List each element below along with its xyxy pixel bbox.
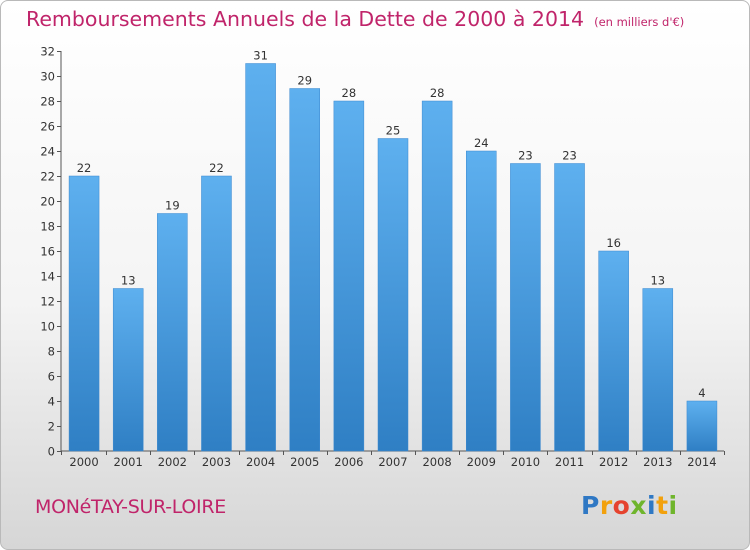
y-tick-label: 12	[40, 295, 55, 309]
bar	[245, 63, 276, 452]
bar	[377, 138, 409, 452]
x-tick-label: 2004	[246, 455, 275, 469]
y-tick-label: 20	[40, 195, 55, 209]
bar	[686, 400, 718, 452]
chart-title-main: Remboursements Annuels de la Dette de 20…	[26, 7, 585, 31]
bar-value-label: 22	[209, 161, 224, 175]
y-tick-label: 22	[40, 170, 55, 184]
bar-value-label: 25	[386, 124, 401, 138]
x-tick-label: 2003	[202, 455, 231, 469]
bar	[642, 288, 674, 452]
bar-value-label: 23	[518, 149, 533, 163]
bar-value-label: 22	[77, 161, 92, 175]
logo-letter: i	[647, 491, 657, 520]
bar-value-label: 16	[606, 236, 621, 250]
x-tick-label: 2001	[114, 455, 143, 469]
x-tick-label: 2011	[555, 455, 584, 469]
chart-labels: 22 2000 13 2001 19 2002 22 2003 31 2004 29 2005 28 20…	[69, 49, 716, 470]
x-tick-label: 2006	[334, 455, 363, 469]
chart-title-unit: (en milliers d'€)	[594, 15, 685, 29]
y-tick-label: 26	[40, 120, 55, 134]
x-tick-label: 2012	[599, 455, 628, 469]
bar-value-label: 13	[121, 274, 136, 288]
bar-value-label: 23	[562, 149, 577, 163]
bar-value-label: 28	[430, 86, 445, 100]
bar	[598, 250, 629, 452]
logo-letter: r	[599, 491, 613, 520]
logo-letter: P	[581, 491, 600, 520]
y-tick-label: 18	[40, 220, 55, 234]
bar	[466, 150, 497, 452]
bar-value-label: 29	[297, 74, 312, 88]
bar-value-label: 4	[698, 386, 705, 400]
bar	[333, 100, 365, 452]
bar-value-label: 19	[165, 199, 180, 213]
y-tick-label: 30	[40, 70, 55, 84]
logo-letter: x	[630, 491, 647, 520]
y-tick-label: 10	[40, 320, 55, 334]
y-tick-label: 4	[48, 395, 55, 409]
y-tick-label: 0	[48, 445, 55, 459]
x-tick-label: 2014	[687, 455, 716, 469]
chart-bars	[68, 63, 718, 452]
bar-value-label: 28	[342, 86, 357, 100]
logo-letter: t	[656, 491, 669, 520]
bar	[554, 163, 585, 452]
bar	[201, 175, 232, 452]
x-tick-label: 2010	[511, 455, 540, 469]
x-tick-label: 2002	[158, 455, 187, 469]
x-tick-label: 2007	[378, 455, 407, 469]
chart-title: Remboursements Annuels de la Dette de 20…	[26, 7, 684, 31]
x-tick-label: 2005	[290, 455, 319, 469]
y-tick-label: 6	[48, 370, 55, 384]
y-tick-label: 16	[40, 245, 55, 259]
y-tick-label: 14	[40, 270, 55, 284]
bar	[112, 288, 144, 452]
commune-name: MONéTAY-SUR-LOIRE	[35, 496, 226, 518]
y-tick-label: 8	[48, 345, 55, 359]
bar-value-label: 13	[650, 274, 665, 288]
y-tick-label: 2	[48, 420, 55, 434]
logo-letter: i	[668, 491, 678, 520]
y-tick-label: 24	[40, 145, 55, 159]
bar	[510, 163, 541, 452]
x-tick-label: 2008	[422, 455, 451, 469]
bar	[421, 100, 453, 452]
x-tick-label: 2000	[69, 455, 98, 469]
x-tick-label: 2009	[467, 455, 496, 469]
bar	[68, 175, 100, 452]
logo-letter: o	[612, 491, 631, 520]
y-tick-label: 32	[40, 45, 55, 59]
bar-value-label: 24	[474, 136, 489, 150]
x-tick-label: 2013	[643, 455, 672, 469]
bar-value-label: 31	[253, 49, 268, 63]
y-tick-label: 28	[40, 95, 55, 109]
bar	[289, 88, 320, 452]
bar	[157, 213, 188, 452]
proxiti-logo: Proxiti	[581, 491, 678, 520]
